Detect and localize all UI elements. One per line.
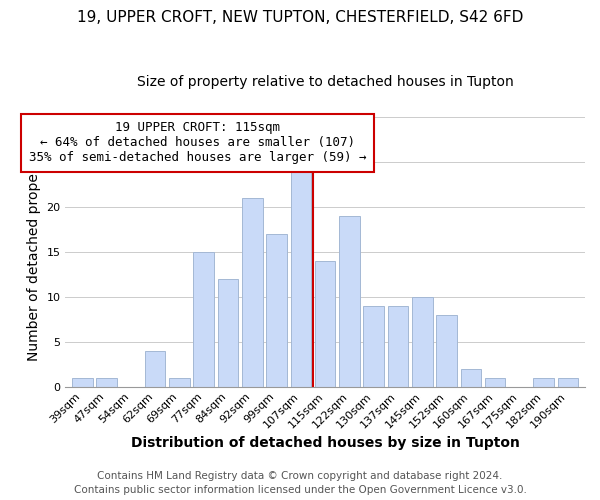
Bar xyxy=(193,252,214,386)
Bar xyxy=(242,198,263,386)
Bar xyxy=(218,278,238,386)
Bar xyxy=(485,378,505,386)
Bar xyxy=(364,306,384,386)
Text: Contains HM Land Registry data © Crown copyright and database right 2024.
Contai: Contains HM Land Registry data © Crown c… xyxy=(74,471,526,495)
Y-axis label: Number of detached properties: Number of detached properties xyxy=(27,142,41,361)
Bar xyxy=(557,378,578,386)
Bar xyxy=(266,234,287,386)
Bar xyxy=(388,306,409,386)
Bar xyxy=(461,368,481,386)
Title: Size of property relative to detached houses in Tupton: Size of property relative to detached ho… xyxy=(137,75,514,89)
X-axis label: Distribution of detached houses by size in Tupton: Distribution of detached houses by size … xyxy=(131,436,520,450)
Bar xyxy=(315,260,335,386)
Text: 19 UPPER CROFT: 115sqm
← 64% of detached houses are smaller (107)
35% of semi-de: 19 UPPER CROFT: 115sqm ← 64% of detached… xyxy=(29,121,367,164)
Bar xyxy=(96,378,117,386)
Bar xyxy=(169,378,190,386)
Bar xyxy=(339,216,360,386)
Bar xyxy=(412,296,433,386)
Text: 19, UPPER CROFT, NEW TUPTON, CHESTERFIELD, S42 6FD: 19, UPPER CROFT, NEW TUPTON, CHESTERFIEL… xyxy=(77,10,523,25)
Bar xyxy=(145,350,166,386)
Bar xyxy=(290,170,311,386)
Bar xyxy=(533,378,554,386)
Bar xyxy=(436,314,457,386)
Bar xyxy=(72,378,92,386)
